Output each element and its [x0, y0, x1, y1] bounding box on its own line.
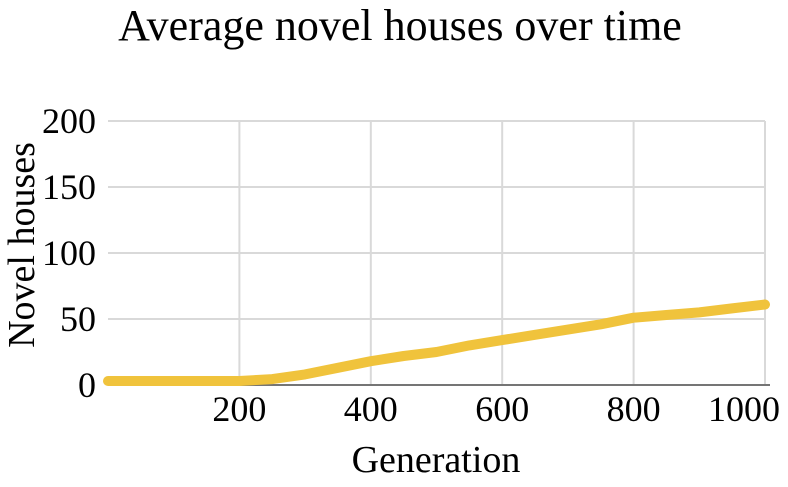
chart-title: Average novel houses over time [118, 1, 682, 50]
y-axis-title: Novel houses [1, 142, 43, 348]
data-series [103, 299, 770, 386]
x-tick-label: 400 [344, 389, 398, 429]
x-tick-label: 200 [212, 389, 266, 429]
gridlines [108, 120, 766, 385]
x-axis-title: Generation [352, 439, 521, 481]
y-tick-label: 0 [78, 365, 96, 405]
y-tick-label: 200 [42, 101, 96, 141]
y-tick-label: 150 [42, 167, 96, 207]
y-axis-tick-labels: 0 50 100 150 200 [42, 101, 96, 405]
x-tick-label: 1000 [708, 389, 780, 429]
x-axis-tick-labels: 200 400 600 800 1000 [212, 389, 780, 429]
y-tick-label: 100 [42, 233, 96, 273]
x-tick-label: 600 [475, 389, 529, 429]
x-tick-label: 800 [607, 389, 661, 429]
y-tick-label: 50 [60, 299, 96, 339]
series-line-average-novel-houses [103, 299, 770, 386]
